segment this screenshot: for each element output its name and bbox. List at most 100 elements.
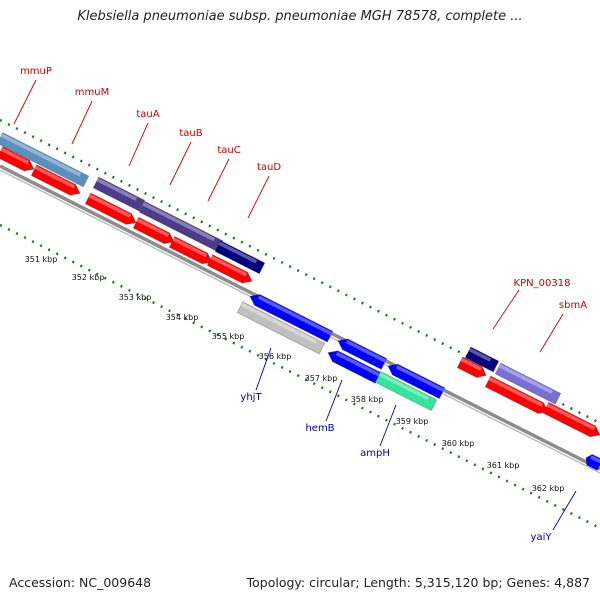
cds-5-shape	[168, 235, 213, 265]
gene-KPN-block-shape	[464, 346, 500, 373]
scale-label-6: 356 kbp	[259, 352, 292, 361]
scale-label-3: 353 kbp	[119, 293, 152, 302]
leader-tauc	[207, 158, 230, 202]
cds-4-highlight	[136, 218, 170, 238]
gene-hemB-block	[337, 338, 388, 370]
gene-tauA-block-highlight	[96, 178, 138, 201]
gene-ampH-left-block	[327, 350, 382, 384]
scale-label-2: 352 kbp	[72, 273, 105, 282]
gene-label-amph: ampH	[360, 448, 390, 459]
gene-label-yaiy: yaiY	[531, 532, 553, 543]
leader-taud	[247, 175, 270, 219]
gene-label-kpn_00318: KPN_00318	[514, 278, 571, 289]
gene-yaiY-block	[585, 453, 600, 471]
gene-ampH-left-block-shape	[327, 350, 382, 384]
gene-hemB-block-highlight	[345, 339, 387, 363]
cds-7-shape	[456, 356, 487, 378]
cds-2-shape	[30, 164, 81, 196]
gene-ampH-block-highlight	[395, 365, 445, 392]
gene-mmuP-block	[0, 132, 90, 188]
gene-tauB-block-highlight	[142, 202, 216, 242]
cds-4-shape	[132, 216, 175, 245]
cds-1-highlight	[0, 147, 30, 165]
gene-KPN-block	[464, 346, 500, 373]
leader-taua	[128, 122, 149, 167]
gene-label-mmup: mmuP	[20, 66, 52, 77]
gene-ampH-aqua-block-shape	[374, 370, 438, 412]
cds-4	[132, 216, 175, 245]
gene-yaiY-block-shape	[585, 453, 600, 471]
gene-yhjT-block-shape	[249, 294, 334, 343]
leader-sbma	[539, 313, 564, 353]
gene-sbmA-block-shape	[494, 362, 562, 405]
cds-3	[84, 192, 137, 225]
gene-label-tauc: tauC	[217, 145, 240, 156]
gene-ampH-left-block-highlight	[335, 351, 381, 377]
cds-7	[456, 356, 487, 378]
gene-ampH-aqua-block-highlight	[378, 372, 430, 401]
leader-yhjt	[255, 347, 272, 391]
scale-label-5: 355 kbp	[212, 332, 245, 341]
cds-8-highlight	[488, 376, 544, 407]
cds-2-highlight	[34, 165, 76, 189]
gene-tauC-block-shape	[214, 240, 266, 275]
leader-hemb	[325, 379, 343, 422]
cds-5-highlight	[172, 237, 208, 258]
cds-1	[0, 146, 35, 172]
gene-label-mmum: mmuM	[75, 87, 109, 98]
map-labels: 351 kbp 352 kbp 353 kbp 354 kbp 355 kbp 356 k…	[13, 66, 587, 543]
cds-6	[206, 254, 253, 284]
cds-6-highlight	[210, 255, 248, 277]
gene-mmuP-block-shape	[0, 132, 90, 188]
gene-tauA-block-shape	[92, 176, 146, 212]
gene-label-hemb: hemB	[305, 423, 334, 434]
gene-label-yhjt: yhjT	[240, 392, 262, 403]
scale-label-4: 354 kbp	[166, 313, 199, 322]
gene-KPN-block-highlight	[468, 347, 492, 362]
leader-mmum	[71, 100, 93, 145]
gene-tauC-block-highlight	[218, 241, 258, 264]
gene-label-taub: tauB	[179, 128, 202, 139]
leader-taub	[169, 141, 192, 186]
gene-label-taua: tauA	[136, 109, 159, 120]
leader-yaiy	[552, 490, 577, 531]
gene-ampH-aqua-block	[374, 370, 438, 412]
cds-9	[542, 401, 600, 438]
gene-grey-block-shape	[236, 301, 326, 355]
gene-ampH-block-shape	[387, 363, 446, 400]
cds-3-shape	[84, 192, 137, 225]
gene-ampH-block	[387, 363, 446, 400]
cds-7-highlight	[460, 357, 482, 371]
gene-yaiY-block-highlight	[590, 455, 600, 464]
scale-label-9: 359 kbp	[396, 417, 429, 426]
cds-1-shape	[0, 146, 35, 172]
gene-label-sbma: sbmA	[559, 300, 587, 311]
accession-text: Accession: NC_009648	[9, 575, 152, 590]
cds-2	[30, 164, 81, 196]
genome-summary-text: Topology: circular; Length: 5,315,120 bp…	[246, 575, 590, 590]
cds-3-highlight	[88, 193, 132, 218]
cds-9-highlight	[546, 403, 596, 431]
gene-mmuP-block-highlight	[0, 133, 82, 177]
leader-kpn_00318	[492, 289, 520, 330]
cds-9-shape	[542, 401, 600, 438]
gene-sbmA-block	[494, 362, 562, 405]
scale-label-12: 362 kbp	[532, 484, 565, 493]
scale-label-1: 351 kbp	[25, 255, 58, 264]
cds-6-shape	[206, 254, 253, 284]
map-tracks	[0, 118, 600, 530]
cds-5	[168, 235, 213, 265]
scale-label-11: 361 kbp	[487, 461, 520, 470]
cds-8	[484, 375, 549, 414]
leader-mmup	[13, 79, 37, 125]
gene-sbmA-block-highlight	[498, 364, 554, 394]
gene-grey-block-highlight	[240, 302, 318, 344]
scale-label-8: 358 kbp	[351, 395, 384, 404]
gene-tauC-block	[214, 240, 266, 275]
gene-grey-block	[236, 301, 326, 355]
map-title: Klebsiella pneumoniae subsp. pneumoniae …	[77, 9, 523, 24]
gene-label-taud: tauD	[257, 162, 281, 173]
scale-label-10: 360 kbp	[442, 439, 475, 448]
